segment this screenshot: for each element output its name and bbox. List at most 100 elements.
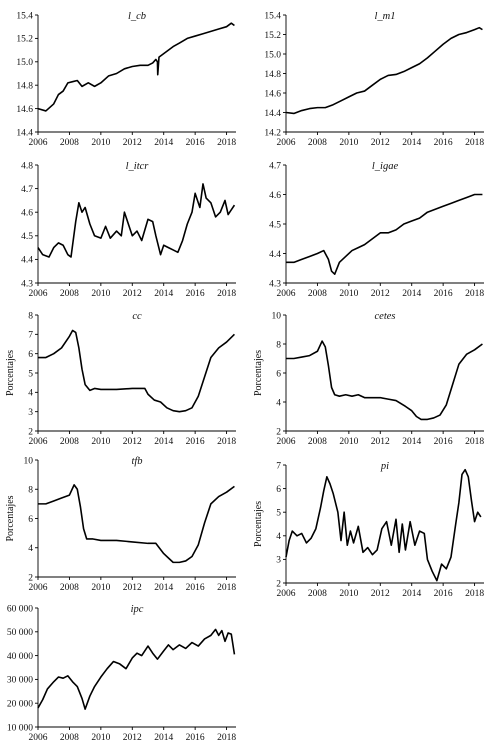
y-tick-label: 3 xyxy=(276,556,281,566)
series-line-pi xyxy=(285,468,482,582)
x-tick-label: 2008 xyxy=(60,583,79,593)
y-tick-label: 20 000 xyxy=(7,700,33,710)
x-tick-label: 2006 xyxy=(29,138,48,148)
x-tick-label: 2010 xyxy=(339,437,358,447)
x-tick-label: 2014 xyxy=(402,138,421,148)
y-tick-label: 4 xyxy=(276,532,281,542)
x-tick-label: 2012 xyxy=(123,583,142,593)
x-tick-label: 2012 xyxy=(123,138,142,148)
x-tick-label: 2010 xyxy=(91,138,110,148)
y-tick-label: 14.8 xyxy=(264,70,281,80)
y-tick-label: 6 xyxy=(276,485,281,495)
chart-title: l_m1 xyxy=(375,11,396,22)
x-tick-label: 2014 xyxy=(154,289,173,299)
y-tick-label: 4.4 xyxy=(21,256,33,266)
y-tick-label: 14.6 xyxy=(16,105,33,115)
chart-title: ipc xyxy=(131,604,144,615)
x-tick-label: 2008 xyxy=(60,733,79,743)
x-tick-label: 2014 xyxy=(402,437,421,447)
x-tick-label: 2014 xyxy=(154,138,173,148)
x-tick-label: 2010 xyxy=(91,733,110,743)
y-tick-label: 15.0 xyxy=(16,58,33,68)
x-tick-label: 2014 xyxy=(154,733,173,743)
y-tick-label: 15.4 xyxy=(16,11,33,21)
x-tick-label: 2018 xyxy=(465,138,484,148)
y-tick-label: 7 xyxy=(276,461,281,471)
x-tick-label: 2006 xyxy=(29,289,48,299)
x-tick-label: 2016 xyxy=(186,437,205,447)
y-tick-label: 4.7 xyxy=(21,185,33,195)
y-tick-label: 5 xyxy=(276,509,281,519)
y-tick-label: 10 000 xyxy=(7,723,33,733)
y-axis-label: Porcentajes xyxy=(5,495,16,541)
y-tick-label: 2 xyxy=(276,427,281,437)
y-tick-label: 2 xyxy=(28,573,33,583)
y-tick-label: 6 xyxy=(276,369,281,379)
y-tick-label: 15.4 xyxy=(264,11,281,21)
x-tick-label: 2014 xyxy=(154,437,173,447)
chart-title: cc xyxy=(132,311,142,322)
y-tick-label: 4.8 xyxy=(21,161,33,171)
chart-title: tfb xyxy=(131,456,142,467)
y-tick-label: 4.6 xyxy=(269,191,281,201)
series-line-l-itcr xyxy=(37,183,236,258)
y-tick-label: 14.6 xyxy=(264,89,281,99)
series-line-l-m1 xyxy=(285,26,483,115)
y-axis-label: Porcentajes xyxy=(5,350,16,396)
x-tick-label: 2008 xyxy=(60,289,79,299)
x-tick-label: 2006 xyxy=(277,437,296,447)
y-tick-label: 4.3 xyxy=(269,279,281,289)
y-tick-label: 15.2 xyxy=(16,35,33,45)
y-tick-label: 40 000 xyxy=(7,652,33,662)
y-tick-label: 4 xyxy=(276,398,281,408)
x-tick-label: 2006 xyxy=(29,733,48,743)
x-tick-label: 2016 xyxy=(434,289,453,299)
series-line-l-igae xyxy=(286,193,483,275)
x-tick-label: 2012 xyxy=(371,589,390,599)
y-tick-label: 14.2 xyxy=(264,128,281,138)
y-tick-label: 30 000 xyxy=(7,676,33,686)
y-tick-label: 4.6 xyxy=(21,209,33,219)
x-tick-label: 2018 xyxy=(217,733,236,743)
x-tick-label: 2018 xyxy=(217,138,236,148)
y-tick-label: 10 xyxy=(24,456,34,466)
x-tick-label: 2018 xyxy=(217,437,236,447)
x-tick-label: 2008 xyxy=(308,437,327,447)
chart-panel-l-igae: l_igae 4.3 4.4 4.5 4.6 4.7 2006 2008 2010 2012 201… xyxy=(269,161,484,299)
x-tick-label: 2016 xyxy=(186,138,205,148)
y-tick-label: 4 xyxy=(28,389,33,399)
y-tick-label: 5 xyxy=(28,369,33,379)
y-tick-label: 6 xyxy=(28,350,33,360)
x-tick-label: 2018 xyxy=(217,583,236,593)
x-tick-label: 2018 xyxy=(465,437,484,447)
x-tick-label: 2006 xyxy=(29,437,48,447)
series-line-l-cb xyxy=(37,22,235,112)
y-tick-label: 4 xyxy=(28,544,33,554)
y-tick-label: 60 000 xyxy=(7,604,33,614)
x-tick-label: 2008 xyxy=(308,138,327,148)
chart-panel-l-cb: l_cb 14.4 14.6 14.8 15.0 15.2 15.4 2006 2008 2010… xyxy=(16,11,236,148)
y-tick-label: 10 xyxy=(272,311,282,321)
x-tick-label: 2012 xyxy=(123,437,142,447)
x-tick-label: 2018 xyxy=(465,589,484,599)
x-tick-label: 2014 xyxy=(154,583,173,593)
y-tick-label: 2 xyxy=(28,427,33,437)
x-tick-label: 2010 xyxy=(91,437,110,447)
y-tick-label: 4.5 xyxy=(21,232,33,242)
chart-title: l_itcr xyxy=(126,161,150,172)
chart-panel-tfb: tfb 2 4 6 8 10 2006 2008 2010 2012 2014 2016 2018 Por… xyxy=(5,456,236,593)
chart-panel-l-itcr: l_itcr 4.3 4.4 4.5 4.6 4.7 4.8 2006 2008 2010 2012… xyxy=(21,161,236,299)
chart-panel-pi: pi 2 3 4 5 6 7 2006 2008 2010 2012 2014 2016 2018 Porc… xyxy=(253,461,484,599)
chart-panel-cc: cc 2 3 4 5 6 7 8 2006 2008 2010 2012 2014 2016 2018 Por… xyxy=(5,311,236,447)
chart-panel-cetes: cetes 2 4 6 8 10 2006 2008 2010 2012 2014 2016 2018 P… xyxy=(253,311,484,447)
x-tick-label: 2010 xyxy=(339,138,358,148)
y-tick-label: 14.4 xyxy=(16,128,33,138)
x-tick-label: 2010 xyxy=(91,583,110,593)
x-tick-label: 2014 xyxy=(402,589,421,599)
chart-title: pi xyxy=(380,461,389,472)
x-tick-label: 2008 xyxy=(308,589,327,599)
y-tick-label: 15.0 xyxy=(264,50,281,60)
series-line-tfb xyxy=(38,484,235,564)
